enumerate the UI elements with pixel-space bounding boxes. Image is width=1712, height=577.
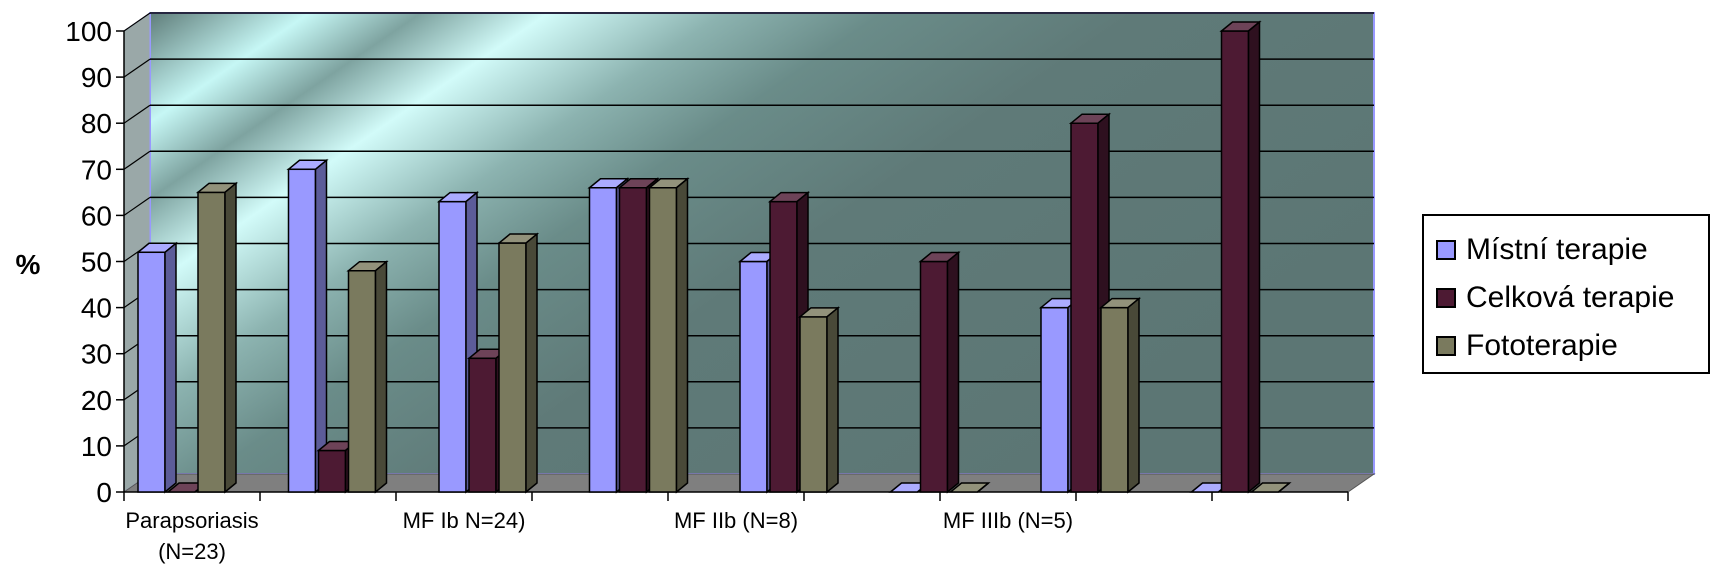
bar-front xyxy=(137,251,166,493)
bar-side xyxy=(1247,20,1261,494)
legend-label-foto: Fototerapie xyxy=(1466,329,1618,362)
axis-labels: 0 10 20 30 40 50 60 70 80 90 100 Parapsoriasis (N=23… xyxy=(16,16,1074,564)
bar-side xyxy=(224,181,237,494)
legend: Místní terapie Celková terapie Fototerap… xyxy=(1422,214,1710,374)
bar-front xyxy=(1220,30,1250,493)
bar-side xyxy=(314,158,328,494)
y-tick-label: 80 xyxy=(81,108,112,139)
bar-side xyxy=(977,482,989,493)
x-category-label: (N=23) xyxy=(158,539,226,564)
bar-side xyxy=(675,177,689,494)
bar xyxy=(1068,112,1112,494)
bar xyxy=(797,306,841,494)
legend-item-mistni: Místní terapie xyxy=(1436,226,1708,274)
gridline-side xyxy=(123,58,151,78)
y-tick-label: 70 xyxy=(81,154,112,185)
bar-side xyxy=(1278,482,1290,493)
legend-swatch-foto xyxy=(1436,336,1456,356)
bar-front xyxy=(1100,306,1129,493)
bar-front xyxy=(769,200,798,493)
gridline-side xyxy=(123,104,151,124)
gridline-side xyxy=(123,12,151,32)
bar xyxy=(195,181,239,494)
bar-front xyxy=(1040,306,1069,493)
y-tick-label: 20 xyxy=(81,385,112,416)
bar xyxy=(647,177,690,494)
bar xyxy=(948,482,991,493)
y-tick-label: 40 xyxy=(81,293,112,324)
x-category-label: MF Ib N=24) xyxy=(403,508,526,533)
bar-side xyxy=(946,250,960,494)
bar-front xyxy=(588,186,618,493)
bar-front xyxy=(498,242,527,493)
gridline-side xyxy=(123,196,151,216)
bar-front xyxy=(197,191,226,493)
bar-front xyxy=(468,357,497,493)
bar xyxy=(135,241,179,494)
bar xyxy=(286,158,329,494)
y-tick-label: 50 xyxy=(81,247,112,278)
legend-label-mistni: Místní terapie xyxy=(1466,233,1648,266)
bar-front xyxy=(618,186,648,493)
bar-side xyxy=(1127,297,1140,494)
bar-front xyxy=(799,316,828,493)
x-category-label: Parapsoriasis xyxy=(125,508,258,533)
x-category-label: MF IIb (N=8) xyxy=(674,508,798,533)
x-category-label: MF IIIb (N=5) xyxy=(943,508,1073,533)
gridline-side xyxy=(123,150,151,170)
bar xyxy=(496,232,540,494)
bar-front xyxy=(648,186,678,493)
legend-swatch-mistni xyxy=(1436,240,1456,260)
y-axis-label: % xyxy=(16,249,41,280)
bar-front xyxy=(438,200,467,493)
bar-front xyxy=(317,449,347,493)
bar-front xyxy=(739,260,768,493)
bar-front xyxy=(287,168,317,493)
bars xyxy=(135,20,1292,494)
bar xyxy=(1249,482,1292,493)
y-tick-label: 100 xyxy=(65,16,112,47)
legend-label-celkova: Celková terapie xyxy=(1466,281,1675,314)
bar xyxy=(918,250,961,494)
y-tick-label: 0 xyxy=(96,477,112,508)
legend-item-foto: Fototerapie xyxy=(1436,322,1708,370)
bar-side xyxy=(164,241,177,494)
bar xyxy=(1219,20,1262,494)
bar-side xyxy=(374,260,388,494)
legend-swatch-celkova xyxy=(1436,288,1456,308)
bar-front xyxy=(919,260,949,493)
legend-item-celkova: Celková terapie xyxy=(1436,274,1708,322)
bar xyxy=(346,260,389,494)
bar xyxy=(767,190,811,494)
bar xyxy=(1098,297,1142,494)
bar-side xyxy=(525,232,538,494)
bar-side xyxy=(826,306,839,494)
y-tick-label: 90 xyxy=(81,62,112,93)
bar-front xyxy=(347,269,377,493)
y-tick-label: 60 xyxy=(81,200,112,231)
bar-front xyxy=(1070,122,1099,493)
y-tick-label: 30 xyxy=(81,339,112,370)
y-tick-label: 10 xyxy=(81,431,112,462)
